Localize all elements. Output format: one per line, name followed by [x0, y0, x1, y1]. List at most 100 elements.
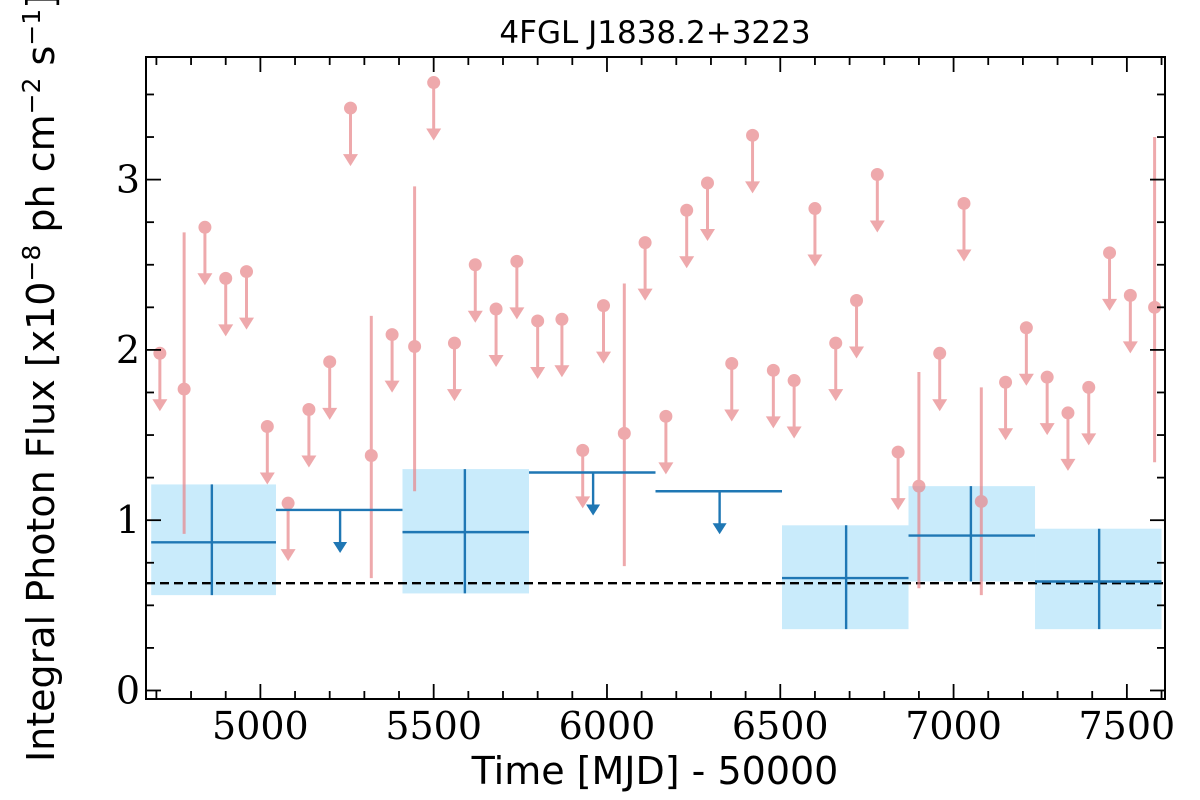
- short-bin-upper-limit: [849, 294, 865, 359]
- upper-limit-arrow: [259, 472, 275, 485]
- upper-limit-arrow: [530, 366, 546, 379]
- short-bin-upper-limit: [488, 302, 504, 368]
- upper-limit-arrow: [998, 428, 1014, 441]
- short-bin-detection: [617, 283, 631, 567]
- upper-limit-point: [891, 445, 905, 459]
- short-bin-upper-limit: [786, 374, 802, 439]
- short-bin-upper-limit: [426, 76, 442, 141]
- data-point: [617, 426, 631, 440]
- upper-limit-point: [240, 265, 254, 279]
- upper-limit-point: [468, 258, 482, 272]
- upper-limit-point: [870, 168, 884, 182]
- upper-limit-point: [597, 299, 611, 313]
- upper-limit-point: [385, 328, 399, 342]
- short-bin-upper-limit: [890, 445, 906, 511]
- y-tick-label: 0: [116, 668, 140, 712]
- x-tick-label: 6000: [559, 704, 656, 748]
- x-tick-label: 5000: [212, 704, 309, 748]
- short-bins-layer: [152, 76, 1162, 596]
- short-bin-upper-limit: [554, 312, 570, 378]
- data-point: [1148, 300, 1162, 314]
- axis-tick-labels: 5000 5500 6000 6500 7000 7500 0 1 2 3: [116, 158, 1175, 748]
- upper-limit-point: [1040, 370, 1054, 384]
- upper-limit-point: [447, 336, 461, 350]
- upper-limit-point: [555, 312, 569, 326]
- short-bin-upper-limit: [807, 202, 823, 267]
- short-bin-upper-limit: [596, 299, 612, 364]
- x-axis-label: Time [MJD] - 50000: [471, 749, 839, 793]
- axis-ticks: [146, 57, 1165, 699]
- upper-limit-point: [659, 409, 673, 423]
- upper-limit-arrow: [509, 307, 525, 320]
- upper-limit-point: [725, 357, 739, 371]
- upper-limit-arrow: [1060, 458, 1076, 471]
- upper-limit-arrow: [446, 389, 462, 402]
- uncertainty-bands: [151, 469, 1162, 630]
- upper-limit-arrow: [384, 380, 400, 393]
- upper-limit-arrow: [712, 523, 727, 535]
- upper-limit-arrow: [239, 317, 255, 330]
- upper-limit-point: [302, 403, 316, 417]
- upper-limit-arrow: [586, 504, 601, 516]
- plot-frame: [145, 56, 1166, 700]
- short-bin-upper-limit: [637, 236, 653, 301]
- upper-limit-point: [1082, 380, 1096, 394]
- chart-title: 4FGL J1838.2+3223: [499, 15, 810, 51]
- short-bin-upper-limit: [724, 357, 740, 422]
- short-bin-upper-limit: [765, 363, 781, 429]
- y-tick-label: 1: [116, 498, 140, 542]
- short-bin-upper-limit: [745, 128, 761, 194]
- upper-limit-point: [850, 294, 864, 308]
- short-bin-upper-limit: [197, 220, 213, 286]
- upper-limit-arrow: [699, 229, 715, 242]
- x-tick-label: 7500: [1079, 704, 1176, 748]
- upper-limit-arrow: [218, 324, 234, 337]
- upper-limit-arrow: [1018, 373, 1034, 386]
- upper-limit-point: [766, 363, 780, 377]
- short-bin-upper-limit: [239, 265, 255, 330]
- upper-limit-arrow: [1102, 298, 1118, 311]
- upper-limit-arrow: [488, 355, 504, 368]
- long-bin-detection: [151, 484, 276, 596]
- upper-limit-point: [829, 336, 843, 350]
- upper-limit-point: [219, 271, 233, 285]
- short-bin-upper-limit: [280, 496, 296, 562]
- data-point: [408, 339, 422, 353]
- upper-limit-arrow: [869, 220, 885, 233]
- plot-area: [146, 76, 1165, 630]
- upper-limit-point: [489, 302, 503, 316]
- upper-limit-arrow: [679, 256, 695, 269]
- long-bin-upper-limit: [655, 490, 783, 535]
- upper-limit-arrow: [745, 181, 761, 194]
- upper-limit-arrow: [333, 541, 348, 553]
- data-point: [912, 479, 926, 493]
- upper-limit-point: [260, 420, 274, 434]
- upper-limit-arrow: [554, 365, 570, 378]
- upper-limit-point: [787, 374, 801, 388]
- x-tick-label: 7000: [905, 704, 1002, 748]
- short-bin-upper-limit: [384, 328, 400, 393]
- upper-limit-arrow: [197, 273, 213, 286]
- long-bins-layer: [151, 469, 1162, 630]
- long-bin-detection: [908, 486, 1036, 582]
- short-bin-upper-limit: [509, 254, 525, 320]
- upper-limit-point: [1061, 406, 1075, 420]
- short-bin-detection: [177, 232, 191, 534]
- short-bin-upper-limit: [1122, 288, 1138, 354]
- upper-limit-arrow: [342, 154, 358, 167]
- short-bin-upper-limit: [218, 271, 234, 337]
- upper-limit-arrow: [765, 416, 781, 429]
- data-point: [974, 494, 988, 508]
- short-bin-upper-limit: [869, 168, 885, 233]
- x-tick-label: 5500: [385, 704, 482, 748]
- upper-limit-point: [680, 203, 694, 217]
- upper-limit-arrow: [1039, 423, 1055, 436]
- long-bin-upper-limit: [275, 508, 403, 553]
- short-bin-upper-limit: [301, 403, 317, 468]
- y-axis-label: Integral Photon Flux [x10−8 ph cm−2 s−1]: [17, 0, 63, 762]
- upper-limit-point: [576, 443, 590, 457]
- short-bin-upper-limit: [932, 346, 948, 412]
- long-bin-detection: [402, 469, 529, 594]
- upper-limit-arrow: [152, 399, 168, 412]
